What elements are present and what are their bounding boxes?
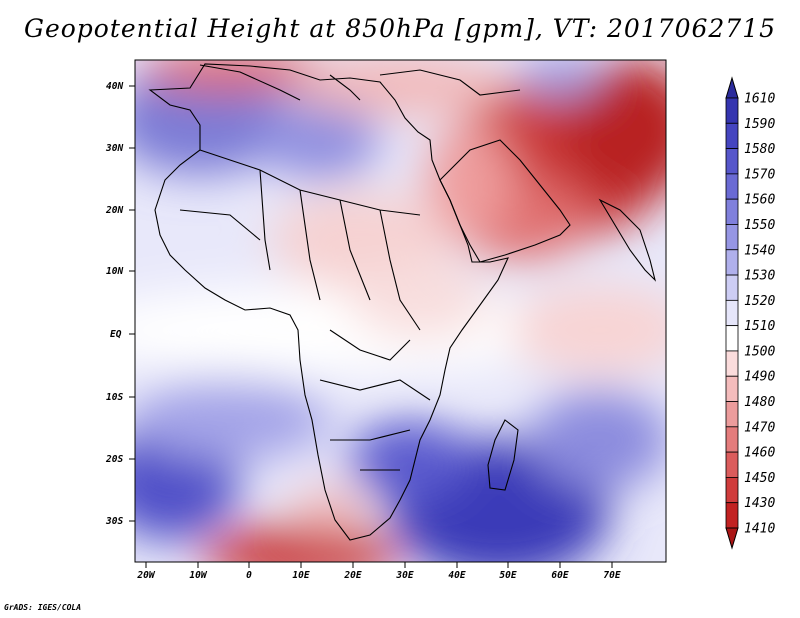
height-field (135, 60, 666, 562)
x-label-60e: 60E (551, 570, 568, 581)
x-label-40e: 40E (448, 570, 465, 581)
colorbar-label: 1460 (744, 446, 775, 461)
colorbar-segment (725, 451, 739, 478)
colorbar-segment (725, 97, 739, 124)
colorbar-label: 1550 (744, 218, 775, 233)
colorbar-label: 1580 (744, 142, 775, 157)
x-axis-labels: 20W 10W 0 10E 20E 30E 40E 50E 60E 70E (136, 570, 620, 581)
colorbar-segment (725, 299, 739, 327)
colorbar-label: 1410 (744, 522, 775, 537)
y-label-eq: EQ (110, 329, 122, 340)
y-label-30n: 30N (105, 143, 123, 154)
y-label-10n: 10N (106, 266, 123, 277)
x-label-20e: 20E (343, 570, 361, 581)
y-label-20s: 20S (105, 454, 123, 465)
y-label-40n: 40N (106, 81, 123, 92)
colorbar-label: 1540 (744, 243, 775, 258)
x-label-70e: 70E (603, 570, 620, 581)
colorbar-label: 1520 (744, 294, 775, 309)
colorbar-label: 1430 (744, 496, 775, 511)
coastlines (148, 63, 657, 541)
grads-credit: GrADS: IGES/COLA (4, 603, 82, 612)
colorbar-top-arrow (725, 76, 739, 99)
x-label-20w: 20W (136, 570, 155, 581)
colorbar-label: 1450 (744, 471, 775, 486)
colorbar-segment (725, 426, 739, 453)
y-label-20n: 20N (105, 205, 123, 216)
colorbar-label: 1470 (744, 420, 775, 435)
colorbar-label: 1570 (744, 167, 775, 182)
colorbar: 1610 1590 1580 1570 1560 1550 1540 1530 1520 1510… (725, 76, 775, 550)
colorbar-label: 1590 (744, 117, 775, 132)
colorbar-label: 1510 (744, 319, 775, 334)
x-label-10e: 10E (292, 570, 309, 581)
colorbar-bottom-arrow (725, 527, 739, 550)
x-label-30e: 30E (395, 570, 413, 581)
y-ticks (129, 85, 135, 522)
colorbar-label: 1490 (744, 370, 775, 385)
x-label-10w: 10W (189, 570, 207, 581)
colorbar-segment (725, 224, 739, 251)
colorbar-segment (725, 375, 739, 402)
plot-frame (134, 59, 667, 563)
x-label-50e: 50E (499, 570, 516, 581)
colorbar-label: 1560 (744, 193, 775, 208)
colorbar-segment (725, 477, 739, 504)
colorbar-segment (725, 249, 739, 276)
colorbar-segment (725, 401, 739, 428)
map-title: Geopotential Height at 850hPa [gpm], VT:… (23, 14, 777, 43)
colorbar-segment (725, 325, 739, 352)
x-ticks (145, 562, 613, 568)
colorbar-label: 1500 (744, 344, 775, 359)
y-label-10s: 10S (106, 392, 123, 403)
x-label-0: 0 (246, 570, 252, 581)
y-axis-labels: 40N 30N 20N 10N EQ 10S 20S 30S (105, 81, 123, 527)
colorbar-label: 1480 (744, 395, 775, 410)
colorbar-segment (725, 198, 739, 225)
colorbar-segment (725, 122, 739, 149)
colorbar-segment (725, 350, 739, 377)
colorbar-segment (725, 502, 739, 529)
colorbar-label: 1610 (744, 92, 775, 107)
colorbar-segment (725, 173, 739, 200)
y-label-30s: 30S (105, 516, 123, 527)
colorbar-segment (725, 148, 739, 175)
colorbar-label: 1530 (744, 269, 775, 284)
colorbar-segment (725, 274, 739, 301)
